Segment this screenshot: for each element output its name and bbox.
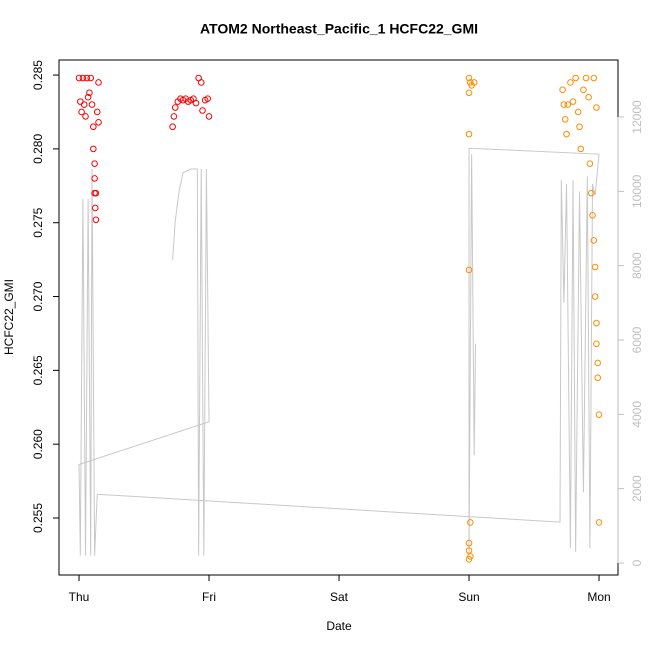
x-tick-label: Mon	[587, 590, 610, 604]
data-point	[561, 116, 569, 123]
y2-tick-label: 0	[630, 559, 644, 566]
y-tick-label: 0.270	[31, 281, 45, 311]
data-point	[205, 113, 213, 120]
data-point	[91, 160, 98, 167]
data-point	[576, 123, 583, 131]
x-tick-label: Sat	[330, 590, 349, 604]
data-point	[465, 539, 473, 547]
data-point	[79, 74, 87, 82]
y2-tick-label: 2000	[630, 475, 644, 502]
data-point	[199, 107, 206, 114]
data-point	[564, 101, 572, 108]
x-axis-label: Date	[326, 619, 352, 633]
y-tick-label: 0.280	[31, 134, 45, 164]
data-point	[591, 293, 599, 300]
data-point	[559, 86, 566, 94]
y-tick-label: 0.285	[31, 60, 45, 90]
x-tick-label: Sun	[458, 590, 479, 604]
data-point	[170, 113, 178, 120]
data-point	[567, 79, 574, 86]
data-point	[84, 93, 92, 101]
y-tick-label: 0.260	[31, 429, 45, 459]
data-point	[465, 74, 473, 82]
data-point	[470, 79, 478, 86]
data-point	[465, 556, 473, 563]
data-point	[587, 189, 595, 197]
data-point	[593, 340, 600, 348]
data-point	[467, 519, 474, 526]
data-point	[595, 411, 603, 418]
data-point	[574, 108, 582, 116]
data-point	[169, 123, 176, 131]
altitude-line	[78, 147, 600, 556]
data-point	[192, 99, 200, 107]
y2-tick-label: 4000	[630, 401, 644, 428]
y2-tick-label: 10000	[630, 174, 644, 208]
data-point	[82, 113, 89, 120]
data-point	[585, 93, 592, 101]
data-point	[87, 74, 95, 82]
data-point	[580, 86, 587, 94]
x-tick-label: Fri	[202, 590, 216, 604]
data-point	[563, 130, 570, 138]
data-point	[91, 175, 98, 182]
data-point	[80, 101, 88, 108]
data-point	[589, 212, 596, 219]
data-point	[78, 108, 85, 116]
data-point	[590, 74, 598, 82]
data-point	[83, 74, 91, 82]
data-point	[467, 553, 474, 560]
data-point	[572, 74, 579, 82]
data-point	[593, 104, 600, 111]
data-point	[86, 89, 93, 97]
data-point	[91, 204, 99, 212]
data-point	[171, 104, 179, 111]
data-point	[90, 123, 97, 131]
y-tick-label: 0.255	[31, 503, 45, 533]
data-point	[569, 98, 577, 105]
data-point	[90, 145, 97, 153]
data-point	[93, 108, 101, 116]
data-point	[204, 95, 212, 102]
data-point	[88, 101, 96, 108]
y2-tick-label: 8000	[630, 252, 644, 279]
data-point	[594, 359, 602, 367]
y-tick-label: 0.275	[31, 207, 45, 237]
data-point	[465, 130, 473, 138]
chart-title: ATOM2 Northeast_Pacific_1 HCFC22_GMI	[200, 21, 478, 37]
y-axis-label: HCFC22_GMI	[2, 279, 16, 355]
data-point	[465, 266, 473, 274]
data-point	[467, 79, 474, 86]
data-point	[465, 89, 473, 97]
data-point	[595, 519, 603, 526]
y2-tick-label: 6000	[630, 326, 644, 353]
x-tick-label: Thu	[69, 590, 90, 604]
data-point	[92, 189, 100, 197]
data-point	[591, 263, 599, 271]
data-point	[95, 119, 102, 126]
data-point	[594, 374, 602, 382]
data-point	[560, 101, 568, 108]
data-point	[75, 74, 83, 82]
data-point	[95, 79, 102, 86]
data-point	[197, 79, 205, 86]
data-point	[465, 547, 473, 554]
data-point	[577, 145, 585, 153]
data-point	[590, 237, 598, 244]
data-point	[593, 319, 600, 327]
y-tick-label: 0.265	[31, 355, 45, 385]
data-point	[92, 216, 100, 224]
data-point	[586, 160, 594, 167]
data-point	[582, 74, 590, 82]
y2-tick-label: 12000	[630, 100, 644, 134]
